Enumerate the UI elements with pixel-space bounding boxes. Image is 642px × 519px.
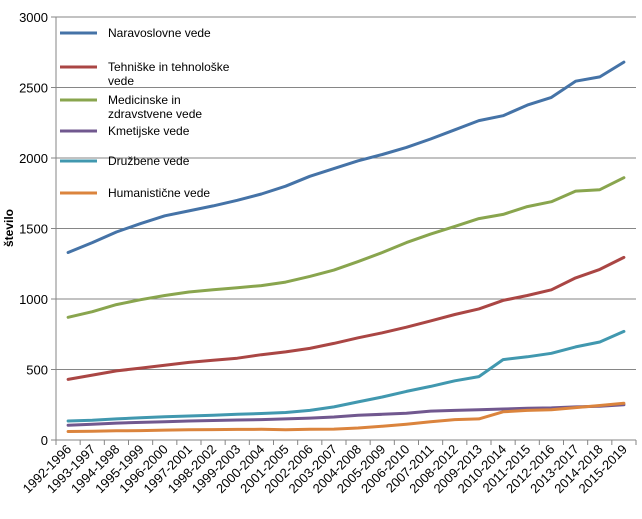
legend-entry: Naravoslovne vede (60, 26, 211, 40)
legend-label: Kmetijske vede (108, 124, 190, 138)
legend-entry: Humanistične vede (60, 186, 210, 200)
y-tick-label: 0 (41, 433, 48, 448)
y-tick-label: 1500 (19, 222, 48, 237)
y-tick-label: 2000 (19, 151, 48, 166)
series-line-1 (66, 255, 626, 381)
y-axis-title: število (2, 209, 16, 247)
legend-label: Tehniške in tehnološke (108, 60, 230, 74)
y-tick-labels: 0 500 1000 1500 2000 2500 3000 (19, 10, 48, 448)
legend-entry: Kmetijske vede (60, 124, 190, 138)
series-line-2 (66, 176, 626, 319)
legend-label: Naravoslovne vede (108, 26, 211, 40)
y-tick-label: 1000 (19, 292, 48, 307)
x-tick-labels: 1992-19961993-19971994-19981995-19991996… (20, 442, 630, 497)
legend-label: zdravstvene vede (108, 107, 202, 121)
series-line-0 (66, 60, 626, 254)
axes (51, 16, 637, 445)
y-tick-label: 2500 (19, 81, 48, 96)
series-lines (66, 60, 626, 433)
series-line-4 (66, 329, 626, 423)
legend-label: Humanistične vede (108, 186, 210, 200)
legend-entry: Družbene vede (60, 154, 190, 168)
series-line-3 (66, 403, 626, 427)
y-tick-label: 3000 (19, 10, 48, 25)
series-line-5 (66, 401, 626, 433)
legend-label: Družbene vede (108, 154, 190, 168)
legend-label: vede (108, 74, 134, 88)
legend: Naravoslovne vede Tehniške in tehnološkev… (60, 26, 230, 200)
legend-label: Medicinske in (108, 93, 181, 107)
y-tick-label: 500 (26, 363, 48, 378)
